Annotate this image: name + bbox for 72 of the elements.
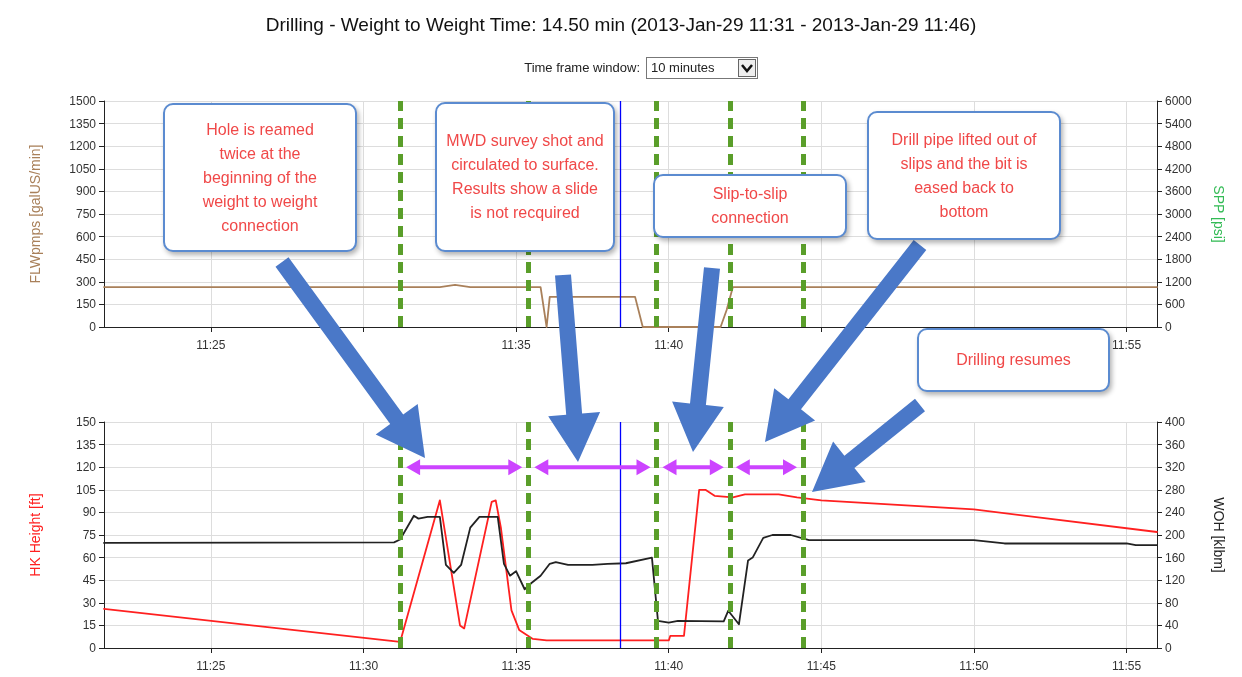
callout-box: MWD survey shot and circulated to surface. Results show a slide is not recquired <box>435 102 615 252</box>
annotation: Drill pipe lifted out of slips and the bit is eased back to bottom <box>891 129 1037 222</box>
callout-box: Drilling resumes <box>917 328 1110 392</box>
x-tick-label: 11:30 <box>348 659 379 673</box>
y2-tick-label: 1800 <box>1165 252 1193 267</box>
y-tick-label: 60 <box>82 550 97 565</box>
chart-title: Drilling - Weight to Weight Time: 14.50 min (2013-Jan-29 11:31 - 2013-Jan-29 11:46) <box>265 14 977 35</box>
callout-box: Slip-to-slip connection <box>653 174 847 238</box>
y2-tick-label: 320 <box>1165 460 1186 475</box>
callout-box: Drill pipe lifted out of slips and the bit is eased back to bottom <box>867 111 1061 240</box>
y2-tick-label: 240 <box>1165 505 1186 520</box>
x-tick-label: 11:45 <box>806 659 837 673</box>
y2-tick-label: 0 <box>1165 641 1172 655</box>
y2-tick-label: 200 <box>1165 528 1186 542</box>
y2-tick-label: 4200 <box>1165 161 1193 176</box>
y2-tick-label: 4800 <box>1165 139 1193 154</box>
y-tick-label: 75 <box>82 528 97 542</box>
x-tick-label: 11:35 <box>501 338 531 352</box>
y-tick-label: 105 <box>75 482 97 497</box>
annotation: Slip-to-slip connection <box>710 184 790 228</box>
callout-box: Hole is reamed twice at the beginning of the weight to weight connection <box>163 103 357 252</box>
x-tick-label: 11:55 <box>1111 659 1142 673</box>
y-tick-label: 0 <box>89 641 97 655</box>
y-tick-label: 300 <box>75 274 97 289</box>
text: Time frame window: <box>524 60 640 75</box>
y-tick-label: 750 <box>75 207 97 221</box>
line-series <box>103 488 1158 643</box>
y2-tick-label: 3600 <box>1165 184 1193 199</box>
x-tick-label: 11:25 <box>196 659 226 673</box>
x-tick-label: 11:50 <box>959 659 989 673</box>
y-tick-label: 900 <box>75 184 97 199</box>
y-tick-label: 90 <box>82 505 97 520</box>
y-tick-label: 1350 <box>69 116 97 131</box>
x-tick-label: 11:25 <box>196 338 226 352</box>
x-tick-label: 11:35 <box>501 659 531 673</box>
y2-tick-label: 400 <box>1165 415 1186 429</box>
annotation: MWD survey shot and circulated to surface. Results show a slide is not recquired <box>445 131 605 223</box>
y-tick-label: 1500 <box>69 94 97 108</box>
y2-tick-label: 360 <box>1165 437 1186 452</box>
x-tick-label: 11:55 <box>1111 338 1142 352</box>
y2-tick-label: 40 <box>1165 618 1179 633</box>
y-tick-label: 150 <box>75 415 97 429</box>
y-tick-label: 15 <box>82 618 97 633</box>
y-tick-label: 1200 <box>69 139 97 154</box>
y-tick-label: 30 <box>82 595 97 610</box>
y2-axis-title: WOH [klbm] <box>1211 497 1227 573</box>
y2-tick-label: 160 <box>1165 550 1186 565</box>
y2-tick-label: 0 <box>1165 320 1172 334</box>
x-tick-label: 11:40 <box>654 659 684 673</box>
y-tick-label: 45 <box>82 573 97 588</box>
annotation: Hole is reamed twice at the beginning of the weight to weight connection <box>201 119 319 236</box>
y-tick-label: 1050 <box>69 161 97 176</box>
y2-tick-label: 3000 <box>1165 207 1193 221</box>
y2-tick-label: 2400 <box>1165 229 1193 244</box>
y2-tick-label: 120 <box>1165 573 1186 588</box>
y2-tick-label: 600 <box>1165 297 1186 312</box>
y-tick-label: 120 <box>75 460 97 475</box>
y2-tick-label: 6000 <box>1165 94 1193 108</box>
y-axis-title: FLWpmps [galUS/min] <box>27 144 43 284</box>
y-tick-label: 0 <box>89 320 97 334</box>
y2-tick-label: 280 <box>1165 482 1186 497</box>
y2-tick-label: 5400 <box>1165 116 1193 131</box>
x-tick-label: 11:40 <box>654 338 684 352</box>
y2-axis-title: SPP [psi] <box>1211 185 1227 243</box>
y-tick-label: 150 <box>75 297 97 312</box>
y2-tick-label: 80 <box>1165 595 1179 610</box>
y2-tick-label: 1200 <box>1165 274 1193 289</box>
y-tick-label: 600 <box>75 229 97 244</box>
y-tick-label: 135 <box>75 437 97 452</box>
y-tick-label: 450 <box>75 252 97 267</box>
y-axis-title: HK Height [ft] <box>27 493 43 577</box>
dropdown: 10 minutes <box>646 57 758 79</box>
